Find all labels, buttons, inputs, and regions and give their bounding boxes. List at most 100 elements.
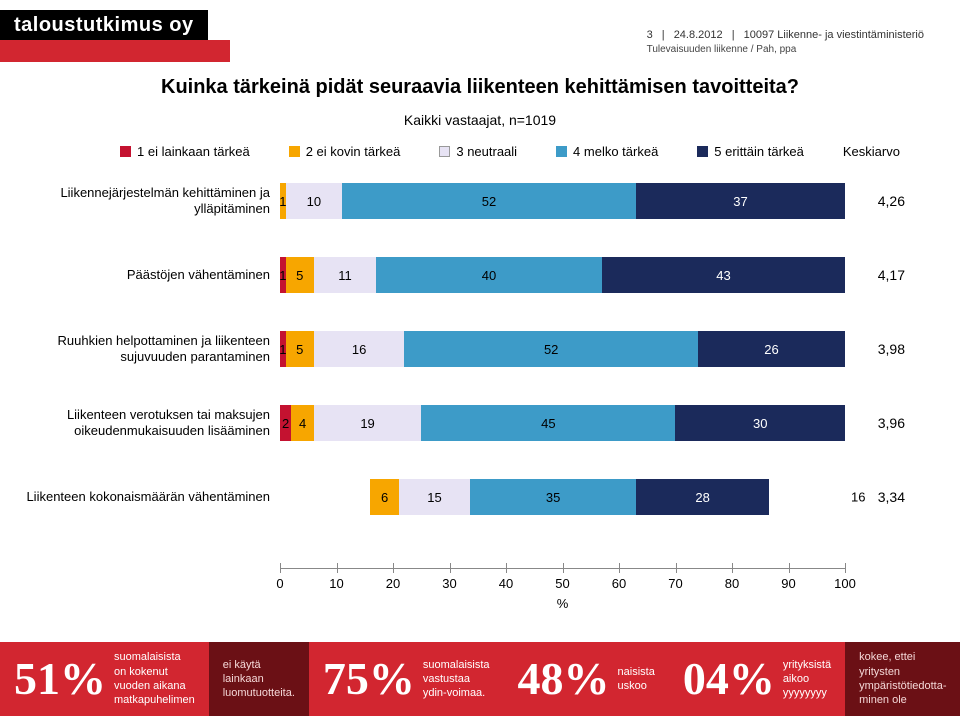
- bar-segment: 2: [280, 405, 291, 441]
- axis-tick-label: 70: [668, 576, 682, 591]
- bar-wrap: 615352816: [370, 479, 845, 515]
- axis-tick: [280, 563, 281, 573]
- axis-tick: [506, 563, 507, 573]
- bar-segment: 6: [370, 479, 398, 515]
- bar-segment: 4: [291, 405, 314, 441]
- axis-tick-label: 10: [329, 576, 343, 591]
- axis-tick: [563, 563, 564, 573]
- axis-tick: [619, 563, 620, 573]
- legend-swatch: [120, 146, 131, 157]
- axis-tick-label: 0: [276, 576, 283, 591]
- brand-header: taloustutkimus oy: [0, 10, 208, 43]
- stacked-bar-chart: Liikennejärjestelmän kehittäminen ja yll…: [0, 178, 960, 548]
- bar-segment: 11: [314, 257, 376, 293]
- chart-row: Liikenteen kokonaismäärän vähentäminen 61…: [0, 474, 960, 520]
- category-label: Liikenteen verotuksen tai maksujen oikeu…: [0, 407, 280, 440]
- category-label: Liikennejärjestelmän kehittäminen ja yll…: [0, 185, 280, 218]
- row-mean: 4,17: [845, 267, 905, 283]
- bar-segment: 5: [286, 257, 314, 293]
- row-mean: 3,98: [845, 341, 905, 357]
- axis-tick: [732, 563, 733, 573]
- meta-project1: 10097 Liikenne- ja viestintäministeriö: [744, 29, 924, 41]
- bar-wrap: 15165226: [280, 331, 845, 367]
- bar-wrap: 24194530: [280, 405, 845, 441]
- axis-tick: [393, 563, 394, 573]
- axis-tick-label: 90: [781, 576, 795, 591]
- bar-segment: 15: [399, 479, 470, 515]
- axis-tick: [337, 563, 338, 573]
- footer-big-number: 48%: [518, 656, 610, 702]
- axis-tick-label: 30: [442, 576, 456, 591]
- meta-project2: Tulevaisuuden liikenne / Pah, ppa: [647, 43, 930, 57]
- legend-label: 4 melko tärkeä: [573, 144, 658, 159]
- bar-segment: 26: [698, 331, 845, 367]
- chart-row: Päästöjen vähentäminen151140434,17: [0, 252, 960, 298]
- row-mean: 4,26: [845, 193, 905, 209]
- bar-segment: 5: [286, 331, 314, 367]
- category-label: Liikenteen kokonaismäärän vähentäminen: [0, 489, 280, 505]
- axis-tick: [789, 563, 790, 573]
- bar-segment: 37: [636, 183, 845, 219]
- footer-big-number: 51%: [14, 656, 106, 702]
- axis-tick-label: 100: [834, 576, 856, 591]
- legend-label: 2 ei kovin tärkeä: [306, 144, 401, 159]
- axis-title: %: [557, 596, 569, 611]
- footer-small-text: naisista uskoo: [618, 665, 655, 694]
- footer-block: 04%yrityksistä aikoo yyyyyyyy: [669, 642, 845, 716]
- footer-block: ei käytä lainkaan luomutuotteita.: [209, 642, 309, 716]
- bar-segment: 10: [286, 183, 343, 219]
- axis-tick: [845, 563, 846, 573]
- footer-big-number: 75%: [323, 656, 415, 702]
- footer-small-text: ei käytä lainkaan luomutuotteita.: [223, 658, 295, 701]
- brand-red-bar: [0, 40, 230, 62]
- axis-tick-label: 80: [725, 576, 739, 591]
- bar-segment: 52: [342, 183, 636, 219]
- footer-block: 75%suomalaisista vastustaa ydin-voimaa.: [309, 642, 504, 716]
- brand-name: taloustutkimus oy: [0, 10, 208, 43]
- bar-segment: 43: [602, 257, 845, 293]
- footer-small-text: kokee, ettei yritysten ympäristötiedotta…: [859, 650, 946, 707]
- bar-segment: 45: [421, 405, 675, 441]
- bar-segment: 30: [675, 405, 845, 441]
- footer-big-number: 04%: [683, 656, 775, 702]
- x-axis: 0102030405060708090100%: [280, 560, 845, 610]
- footer-small-text: yrityksistä aikoo yyyyyyyy: [783, 658, 831, 701]
- axis-tick: [450, 563, 451, 573]
- footer-block: 51%suomalaisista on kokenut vuoden aikan…: [0, 642, 209, 716]
- slide-meta: 3 | 24.8.2012 | 10097 Liikenne- ja viest…: [647, 28, 930, 56]
- legend-item: 5 erittäin tärkeä: [697, 144, 804, 159]
- axis-tick: [676, 563, 677, 573]
- legend-item: 1 ei lainkaan tärkeä: [120, 144, 250, 159]
- axis-tick-label: 40: [499, 576, 513, 591]
- bar-segment: 35: [470, 479, 636, 515]
- axis-tick-label: 60: [612, 576, 626, 591]
- legend-mean-header: Keskiarvo: [843, 144, 900, 159]
- footer-block: kokee, ettei yritysten ympäristötiedotta…: [845, 642, 960, 716]
- legend-swatch: [439, 146, 450, 157]
- category-label: Päästöjen vähentäminen: [0, 267, 280, 283]
- chart-row: Liikennejärjestelmän kehittäminen ja yll…: [0, 178, 960, 224]
- bar-wrap: 15114043: [280, 257, 845, 293]
- bar-segment: 52: [404, 331, 698, 367]
- legend-item: 3 neutraali: [439, 144, 517, 159]
- legend-label: 5 erittäin tärkeä: [714, 144, 804, 159]
- legend: 1 ei lainkaan tärkeä 2 ei kovin tärkeä 3 n…: [120, 144, 900, 159]
- page-subtitle: Kaikki vastaajat, n=1019: [0, 112, 960, 128]
- chart-row: Ruuhkien helpottaminen ja liikenteen suj…: [0, 326, 960, 372]
- bar-wrap: 1105237: [280, 183, 845, 219]
- legend-item: 2 ei kovin tärkeä: [289, 144, 401, 159]
- bar-segment: 40: [376, 257, 602, 293]
- chart-row: Liikenteen verotuksen tai maksujen oikeu…: [0, 400, 960, 446]
- category-label: Ruuhkien helpottaminen ja liikenteen suj…: [0, 333, 280, 366]
- legend-swatch: [697, 146, 708, 157]
- axis-tick-label: 20: [386, 576, 400, 591]
- bar-segment: 28: [636, 479, 769, 515]
- row-mean: 3,96: [845, 415, 905, 431]
- bar-segment: 16: [314, 331, 404, 367]
- bar-segment: 19: [314, 405, 421, 441]
- footer-block: 48% naisista uskoo: [504, 642, 669, 716]
- footer-small-text: suomalaisista vastustaa ydin-voimaa.: [423, 658, 490, 701]
- axis-tick-label: 50: [555, 576, 569, 591]
- legend-label: 3 neutraali: [456, 144, 517, 159]
- meta-date: 24.8.2012: [674, 29, 723, 41]
